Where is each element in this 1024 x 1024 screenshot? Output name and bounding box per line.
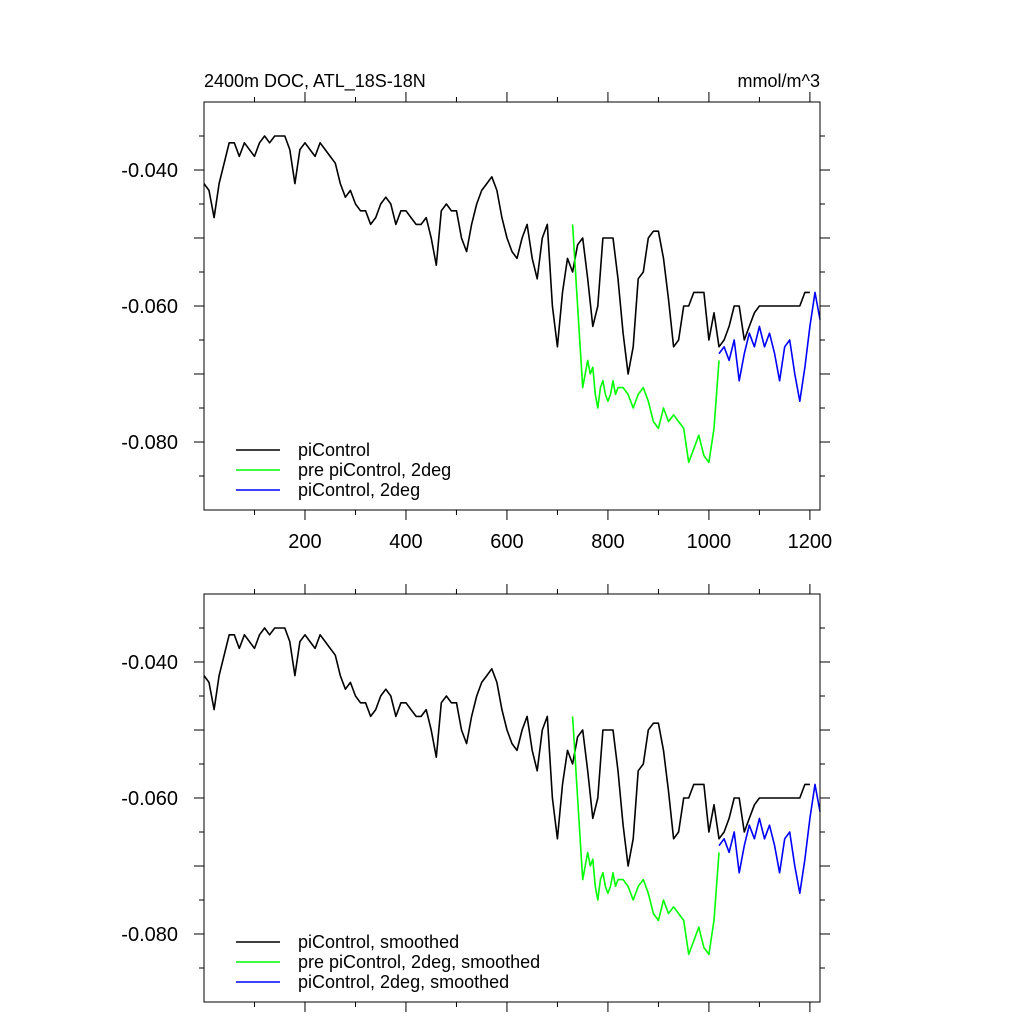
series-group <box>203 135 821 464</box>
series-line <box>203 627 810 867</box>
x-tick-label: 600 <box>490 531 523 553</box>
legend-label: piControl, smoothed <box>298 932 459 952</box>
series-line <box>203 135 810 375</box>
x-tick-label: 1000 <box>687 531 732 553</box>
series-group <box>203 627 821 956</box>
legend-label: piControl, 2deg, smoothed <box>298 972 509 992</box>
legend-label: piControl, 2deg <box>298 480 420 500</box>
plot-frame <box>203 101 821 511</box>
series-line <box>718 783 821 895</box>
y-tick-label: -0.040 <box>121 652 178 674</box>
x-tick-label: 400 <box>389 531 422 553</box>
bottom-panel: -0.040 -0.060 -0.080 piControl, smoothedpr… <box>121 584 830 1012</box>
units-label: mmol/m^3 <box>738 71 820 91</box>
tick-group: 200 400 600 800 1000 1200 -0.040 -0.060 -0.080 <box>121 92 832 553</box>
y-tick-label: -0.040 <box>121 160 178 182</box>
series-line <box>571 224 720 464</box>
y-tick-label: -0.080 <box>121 924 178 946</box>
legend-label: pre piControl, 2deg <box>298 460 451 480</box>
legend-label: pre piControl, 2deg, smoothed <box>298 952 540 972</box>
series-line <box>571 716 720 956</box>
y-tick-label: -0.080 <box>121 432 178 454</box>
y-tick-label: -0.060 <box>121 296 178 318</box>
plot-frame <box>203 593 821 1003</box>
x-tick-label: 200 <box>288 531 321 553</box>
legend-label: piControl <box>298 440 370 460</box>
series-line <box>718 291 821 403</box>
chart-title: 2400m DOC, ATL_18S-18N <box>204 71 426 92</box>
x-tick-label: 1200 <box>788 531 833 553</box>
x-tick-label: 800 <box>591 531 624 553</box>
top-panel: 2400m DOC, ATL_18S-18N mmol/m^3 200 400 60… <box>121 71 832 553</box>
y-tick-label: -0.060 <box>121 788 178 810</box>
tick-group: -0.040 -0.060 -0.080 <box>121 584 830 1012</box>
